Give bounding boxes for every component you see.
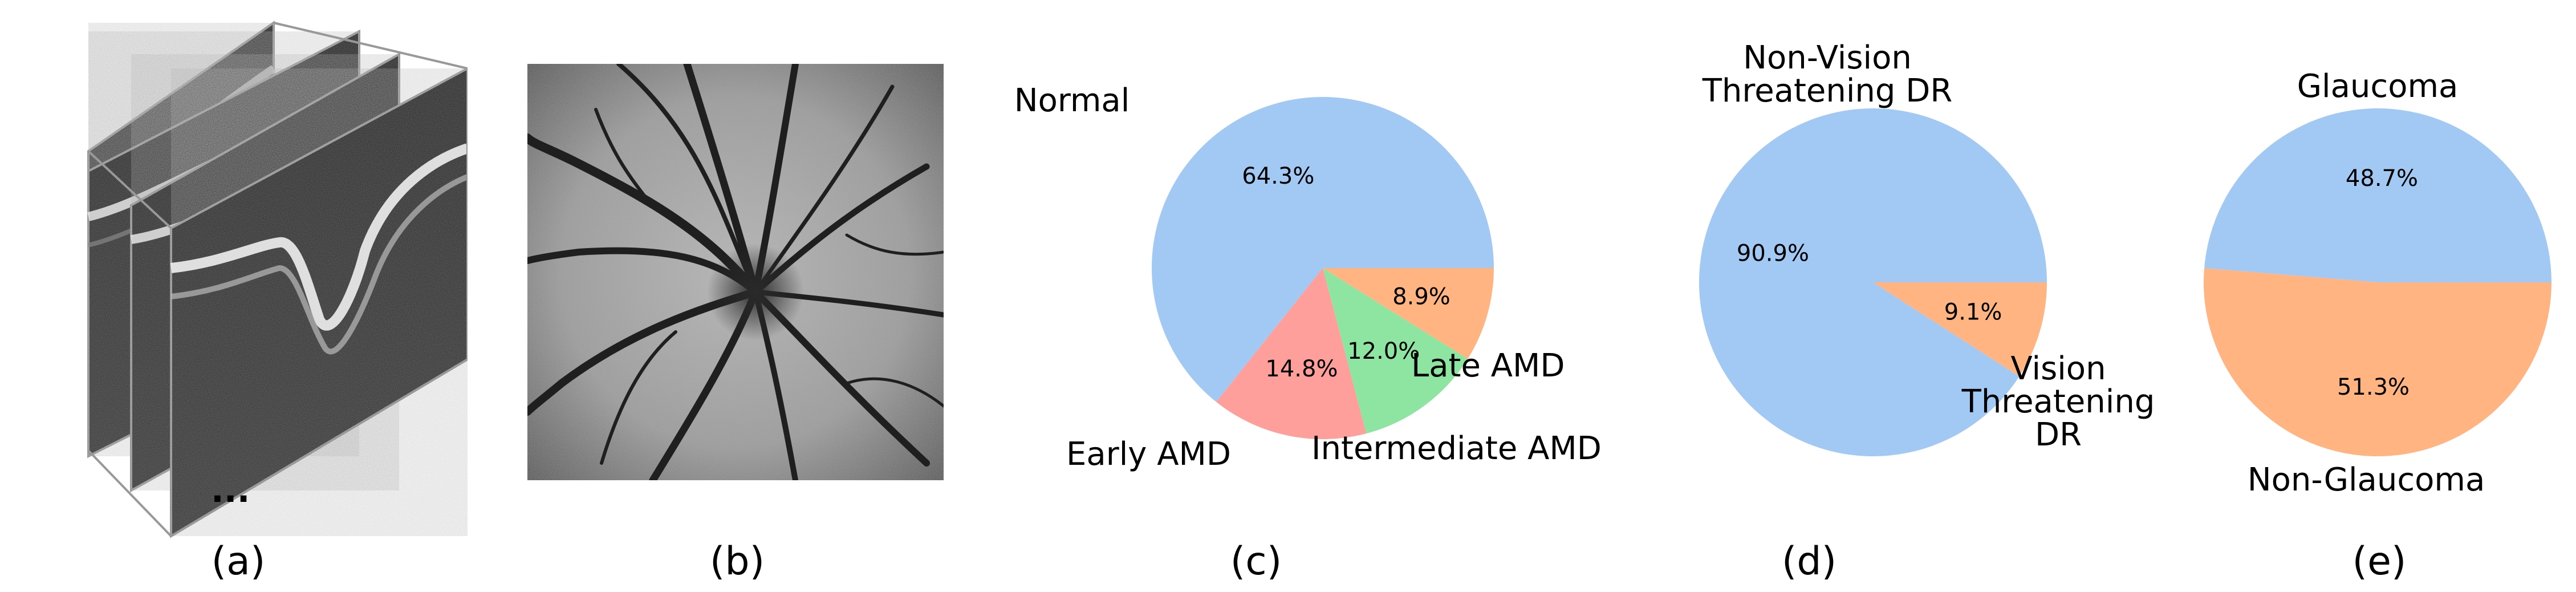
pie-slice-vision-threatening-dr (1873, 282, 2047, 377)
category-label-early-amd: Early AMD (1066, 436, 1231, 473)
slices-ellipsis: ... (211, 471, 250, 510)
pie-slice-intermediate-amd (1323, 268, 1468, 434)
pct-label-glaucoma: 48.7% (2346, 165, 2418, 192)
category-label-vision-threatening-dr: Vision Threatening DR (1961, 350, 2155, 453)
dr-pie-svg: 90.9% 9.1% Non-Vision Threatening DR Vision T… (1699, 39, 2155, 456)
caption-e: (e) (2352, 539, 2407, 584)
pie-slice-early-amd (1323, 268, 1494, 359)
caption-c: (c) (1230, 539, 1282, 584)
pct-label-intermediate-amd: 12.0% (1347, 338, 1420, 364)
category-label-normal: Normal (1015, 82, 1129, 119)
caption-d: (d) (1781, 539, 1837, 584)
dr-pie-chart: 90.9% 9.1% Non-Vision Threatening DR Vision T… (1631, 0, 2178, 536)
caption-b: (b) (709, 539, 765, 584)
category-label-non-vision-threatening-dr: Non-Vision Threatening DR (1702, 39, 1953, 110)
glaucoma-pie-svg: 48.7% 51.3% Glaucoma Non-Glaucoma (2204, 68, 2551, 498)
category-label-glaucoma: Glaucoma (2297, 68, 2459, 105)
category-label-late-amd: Late AMD (1411, 347, 1565, 384)
oct-volume-illustration: ... (87, 21, 469, 538)
oct-volume-panel: ... (34, 0, 469, 592)
pct-label-vision-threatening-dr: 9.1% (1944, 299, 2002, 326)
glaucoma-pie-chart: 48.7% 51.3% Glaucoma Non-Glaucoma (2178, 0, 2576, 536)
pie-slice-non-glaucoma (2204, 268, 2551, 456)
category-label-intermediate-amd: Intermediate AMD (1311, 430, 1602, 467)
pct-label-normal: 64.3% (1242, 163, 1314, 189)
fundus-image (523, 60, 946, 484)
pie-slice-late-amd (1216, 268, 1367, 440)
oct-slice-front (170, 66, 469, 538)
pct-label-non-glaucoma: 51.3% (2337, 374, 2410, 400)
caption-a: (a) (211, 539, 266, 584)
pct-label-non-vision-threatening-dr: 90.9% (1737, 240, 1809, 266)
amd-pie-chart: 64.3% 14.8% 12.0% 8.9% Normal Late AMD Interme… (1014, 0, 1631, 536)
pct-label-early-amd: 8.9% (1392, 284, 1450, 310)
pie-slice-normal (1152, 96, 1494, 402)
pct-label-late-amd: 14.8% (1265, 356, 1338, 382)
fundus-panel (523, 60, 946, 484)
amd-pie-svg: 64.3% 14.8% 12.0% 8.9% Normal Late AMD Interme… (1014, 82, 1602, 473)
category-label-non-glaucoma: Non-Glaucoma (2248, 461, 2485, 498)
pie-slice-glaucoma (2204, 108, 2551, 283)
optic-disc (707, 244, 804, 340)
